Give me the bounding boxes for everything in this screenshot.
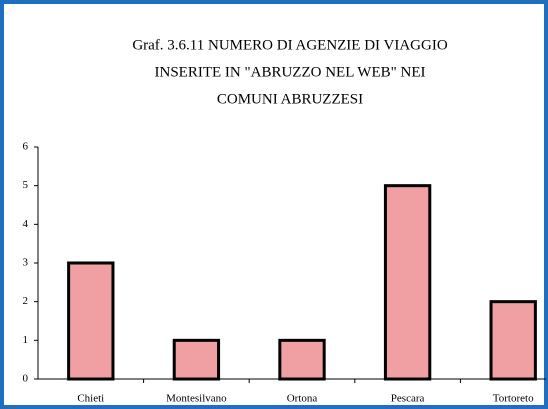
y-tick-label: 2 [23,295,29,307]
bar [172,338,221,381]
x-tick-label: Chieti [77,393,104,405]
x-tick-label: Montesilvano [166,393,227,405]
bar [278,338,326,381]
y-tick-label: 0 [23,373,29,385]
chart-title: INSERITE IN "ABRUZZO NEL WEB" NEI [155,64,426,80]
x-tick-label: Tortoreto [493,393,534,405]
y-tick-label: 3 [23,257,29,269]
y-tick-label: 6 [23,141,29,153]
y-tick-label: 5 [23,179,29,191]
bar [383,184,432,381]
bar [67,261,115,381]
x-tick-label: Ortona [287,393,318,405]
x-tick-label: Pescara [391,393,425,405]
chart-title: Graf. 3.6.11 NUMERO DI AGENZIE DI VIAGGI… [132,37,448,53]
chart-title: COMUNI ABRUZZESI [217,91,363,107]
y-tick-label: 1 [23,334,29,346]
bar [489,300,537,381]
y-tick-label: 4 [23,218,29,230]
